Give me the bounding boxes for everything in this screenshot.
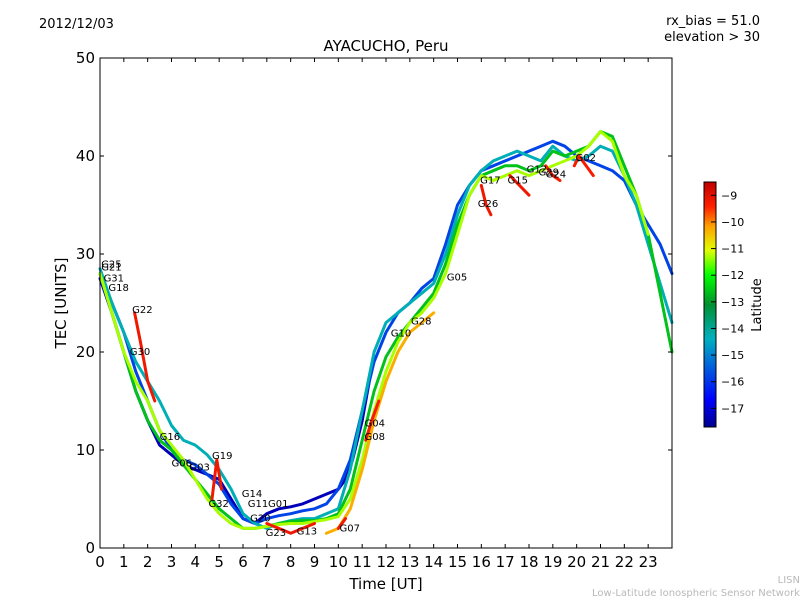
- x-tick-label: 19: [543, 553, 562, 571]
- series-line-G04: [364, 399, 381, 442]
- footer-acronym: LISN: [777, 575, 800, 586]
- satellite-label: G15: [508, 175, 528, 186]
- satellite-label: G29: [539, 168, 559, 179]
- x-tick-label: 15: [448, 553, 467, 571]
- satellite-label: G08: [365, 432, 385, 443]
- series-line-G02: [572, 154, 595, 178]
- satellite-label: G32: [208, 499, 228, 510]
- x-tick-label: 7: [262, 553, 272, 571]
- colorbar-tick-label: −15: [721, 349, 744, 362]
- x-tick-label: 16: [472, 553, 491, 571]
- satellite-label: G06: [172, 459, 192, 470]
- series-line-green-arc: [98, 144, 674, 530]
- x-tick-label: 20: [567, 553, 586, 571]
- colorbar-tick-label: −13: [721, 296, 744, 309]
- colorbar-tick-label: −11: [721, 243, 744, 256]
- series-line-red-low: [265, 522, 316, 535]
- chart-title: AYACUCHO, Peru: [323, 37, 449, 55]
- satellite-label: G21: [101, 263, 121, 274]
- x-tick-label: 0: [95, 553, 105, 571]
- series-line-G07: [336, 517, 347, 530]
- satellite-label: G03: [189, 463, 209, 474]
- x-tick-label: 17: [496, 553, 515, 571]
- x-tick-label: 10: [329, 553, 348, 571]
- y-tick-label: 0: [85, 539, 95, 557]
- colorbar-tick-label: −16: [721, 376, 744, 389]
- footer: LISN Low-Latitude Ionospheric Sensor Net…: [592, 574, 800, 600]
- satellite-label: G02: [575, 153, 595, 164]
- satellite-label: G18: [108, 283, 128, 294]
- satellite-label: G16: [160, 432, 180, 443]
- satellite-label: G30: [130, 347, 150, 358]
- satellite-label: G19: [212, 451, 232, 462]
- satellite-label: G07: [340, 523, 360, 534]
- colorbar-label: Latitude: [750, 278, 765, 332]
- satellite-label: G26: [478, 199, 498, 210]
- colorbar: [703, 181, 717, 428]
- colorbar-ticks: −9 −10 −11 −12 −13 −14 −15 −16 −17: [711, 189, 744, 415]
- satellite-label: G22: [132, 305, 152, 316]
- y-tick-label: 10: [76, 441, 95, 459]
- x-tick-label: 11: [353, 553, 372, 571]
- colorbar-tick-label: −12: [721, 269, 744, 282]
- satellite-label: G05: [447, 272, 467, 283]
- satellite-label: G14: [242, 489, 262, 500]
- x-axis: 0 1 2 3 4 5 6 7 8 9 10 11 12 13 14 15 16 17 18 19 20 21 22 23: [95, 58, 658, 571]
- satellite-label: G04: [365, 418, 385, 429]
- date-label: 2012/12/03: [39, 17, 114, 32]
- satellite-label: G17: [480, 175, 500, 186]
- x-tick-label: 8: [286, 553, 296, 571]
- satellite-label: G25: [101, 260, 121, 271]
- parameters-block: rx_bias = 51.0 elevation > 30: [664, 14, 760, 46]
- satellite-label: G20: [250, 514, 270, 525]
- y-tick-label: 40: [76, 147, 95, 165]
- rx-bias-label: rx_bias = 51.0: [666, 14, 760, 29]
- elevation-label: elevation > 30: [664, 30, 760, 45]
- series-line-G22: [133, 311, 157, 403]
- satellite-label: G10: [391, 328, 411, 339]
- x-tick-label: 3: [167, 553, 177, 571]
- colorbar-tick-label: −9: [721, 189, 737, 202]
- y-tick-label: 30: [76, 245, 95, 263]
- satellite-label: G23: [266, 528, 286, 539]
- satellite-label: G31: [104, 273, 124, 284]
- series-line-G24: [544, 164, 562, 182]
- x-axis-label: Time [UT]: [348, 575, 422, 593]
- satellite-label: G28: [411, 317, 431, 328]
- plot-frame: [99, 57, 673, 549]
- x-tick-label: 21: [591, 553, 610, 571]
- satellite-label: G24: [546, 170, 566, 181]
- x-tick-label: 9: [310, 553, 320, 571]
- colorbar-tick-label: −17: [721, 402, 744, 415]
- footer-network: Low-Latitude Ionospheric Sensor Network: [592, 588, 800, 599]
- series-layer: [98, 130, 674, 535]
- y-tick-label: 50: [76, 49, 95, 67]
- satellite-label: G01: [268, 499, 288, 510]
- y-tick-label: 20: [76, 343, 95, 361]
- x-tick-label: 4: [191, 553, 201, 571]
- satellite-label: G12: [527, 165, 547, 176]
- x-tick-label: 1: [119, 553, 129, 571]
- series-line-G19: [210, 458, 224, 501]
- x-tick-label: 12: [376, 553, 395, 571]
- x-tick-label: 18: [519, 553, 538, 571]
- y-axis-label: TEC [UNITS]: [52, 258, 70, 350]
- colorbar-tick-label: −10: [721, 216, 744, 229]
- satellite-label: G11: [248, 499, 268, 510]
- x-tick-label: 2: [143, 553, 153, 571]
- x-tick-label: 5: [214, 553, 224, 571]
- colorbar-tick-label: −14: [721, 322, 744, 335]
- series-line-G26: [479, 183, 493, 217]
- x-tick-label: 22: [615, 553, 634, 571]
- x-tick-label: 14: [424, 553, 443, 571]
- x-tick-label: 6: [238, 553, 248, 571]
- x-tick-label: 23: [639, 553, 658, 571]
- satellite-label: G13: [297, 526, 317, 537]
- x-tick-label: 13: [400, 553, 419, 571]
- series-line-G15: [508, 174, 531, 197]
- y-axis: 0 10 20 30 40 50: [76, 49, 672, 557]
